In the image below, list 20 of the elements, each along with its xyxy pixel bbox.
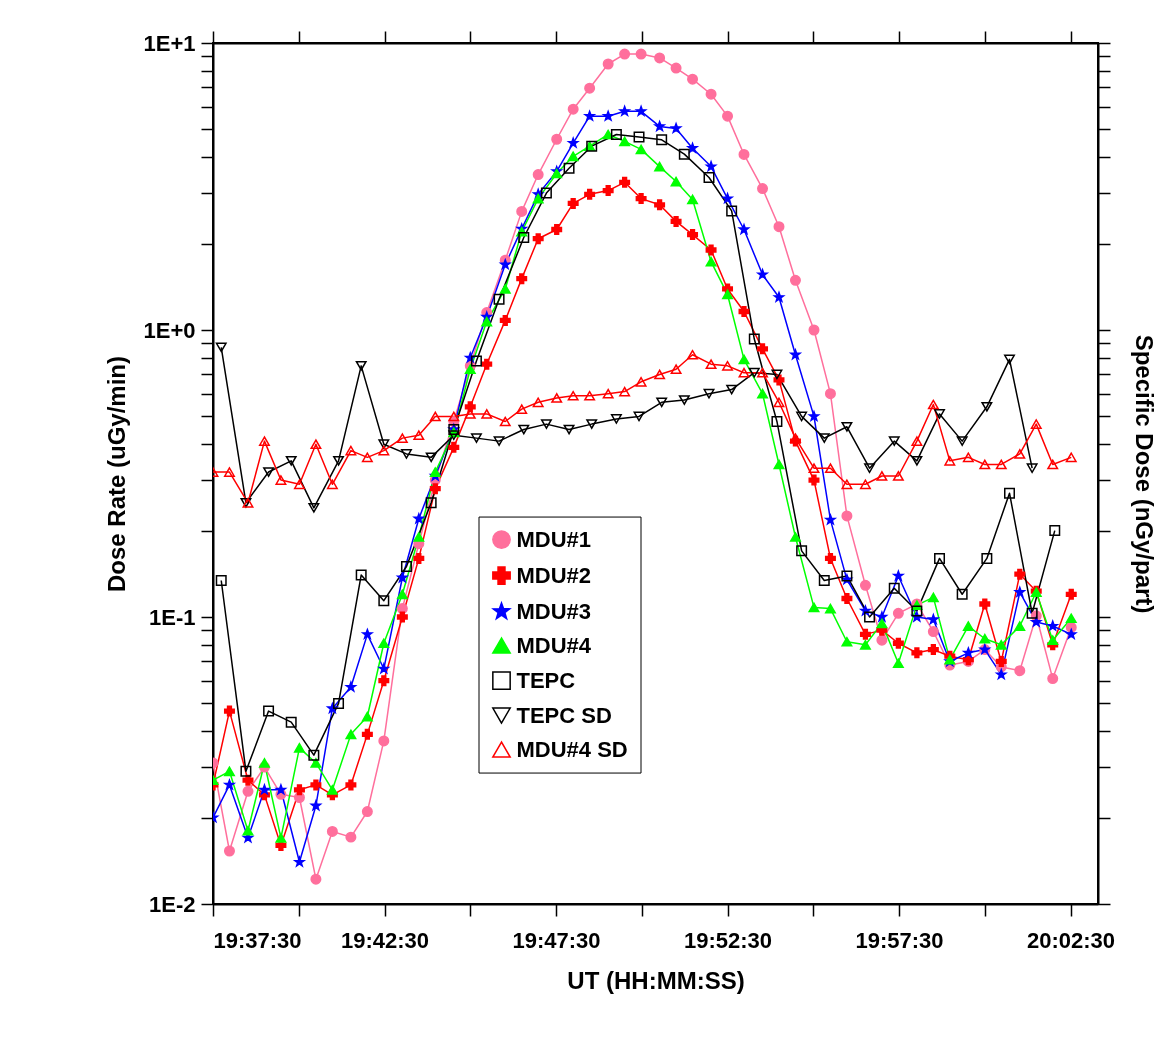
x-tick-label: 20:02:30 <box>1027 927 1116 953</box>
legend-label: TEPC SD <box>516 702 612 728</box>
legend-label: MDU#4 SD <box>516 736 628 762</box>
x-tick-label: 19:37:30 <box>213 927 302 953</box>
legend-label: TEPC <box>516 667 576 693</box>
legend-label: MDU#3 <box>516 598 592 624</box>
x-tick-label: 19:57:30 <box>855 927 944 953</box>
y-tick-label: 1E+0 <box>143 317 196 343</box>
x-tick-label: 19:47:30 <box>512 927 601 953</box>
y-tick-label: 1E-1 <box>149 604 196 630</box>
y-axis-title: Dose Rate (uGy/min) <box>102 355 130 593</box>
legend-label: MDU#2 <box>516 562 592 588</box>
x-axis-title: UT (HH:MM:SS) <box>567 966 745 994</box>
legend-label: MDU#1 <box>516 526 592 552</box>
x-tick-label: 19:42:30 <box>340 927 430 953</box>
x-tick-label: 19:52:30 <box>684 927 773 953</box>
legend-label: MDU#4 <box>516 632 592 658</box>
y-tick-label: 1E+1 <box>143 30 196 56</box>
y2-axis-title: Specific Dose (nGy/part) <box>1131 334 1159 614</box>
y-tick-label: 1E-2 <box>149 891 196 917</box>
